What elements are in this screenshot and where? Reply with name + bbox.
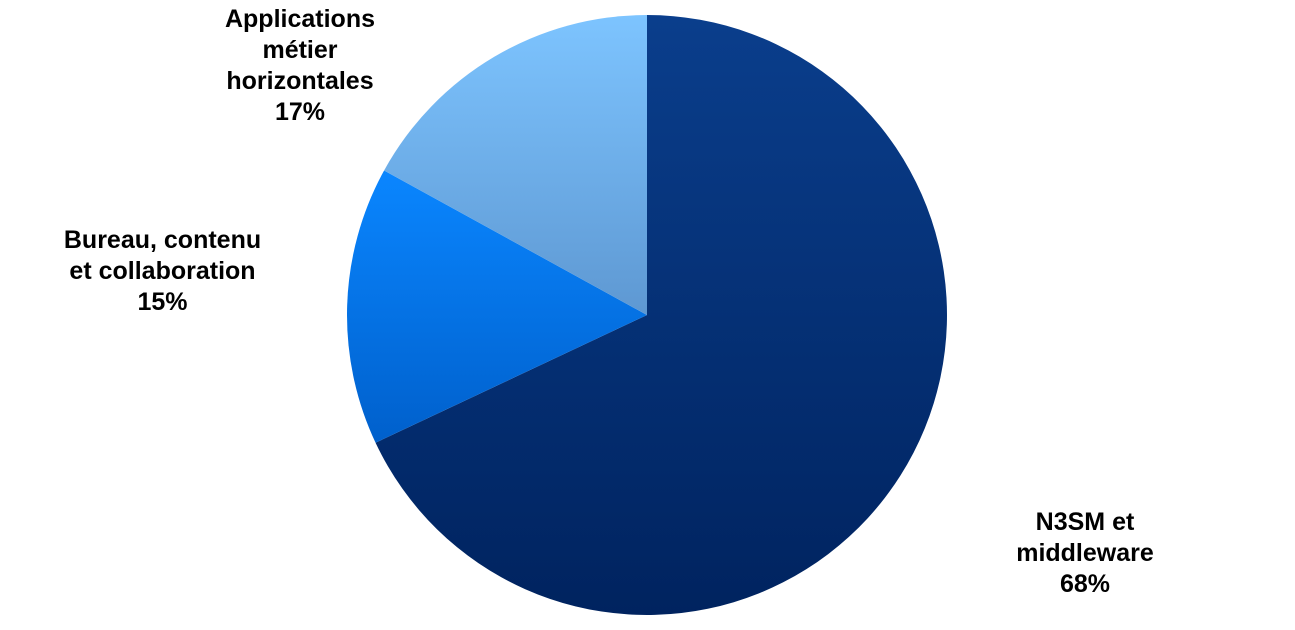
slice-label-line: et collaboration <box>69 257 256 285</box>
slice-label-bureau-collaboration: Bureau, contenu et collaboration 15% <box>20 225 305 318</box>
slice-label-line: middleware <box>1016 539 1154 567</box>
slice-label-applications-metier: Applications métier horizontales 17% <box>180 4 420 128</box>
pie-slice-bureau-collaboration <box>347 170 647 443</box>
slice-label-line: N3SM et <box>1035 508 1135 536</box>
slice-value-label: 68% <box>1059 570 1111 598</box>
slice-value-label: 17% <box>274 98 326 126</box>
slice-label-line: Bureau, contenu <box>63 226 262 254</box>
slice-label-line: Applications <box>224 5 375 33</box>
slice-label-line: horizontales <box>226 67 374 95</box>
pie-slice-n3sm-middleware <box>375 15 947 616</box>
slice-value-label: 15% <box>137 288 188 316</box>
slice-label-line: métier <box>262 36 338 64</box>
slice-label-n3sm-middleware: N3SM et middleware 68% <box>985 507 1185 600</box>
pie-slice-applications-metier <box>384 15 647 315</box>
